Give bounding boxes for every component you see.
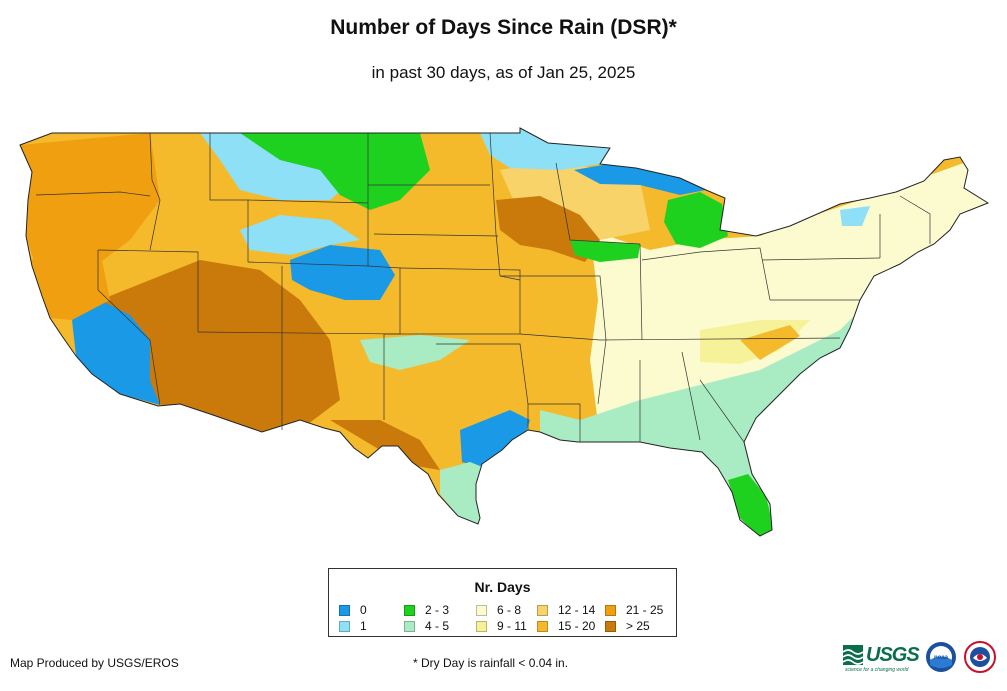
southern-california-0-area	[72, 300, 160, 405]
legend-label: 6 - 8	[497, 603, 522, 617]
florida-2-3-area	[728, 474, 774, 536]
legend-swatch	[339, 604, 350, 616]
legend-swatch	[339, 620, 350, 632]
legend-swatch	[537, 604, 548, 616]
legend-label: 2 - 3	[425, 603, 450, 617]
dry-day-footnote: * Dry Day is rainfall < 0.04 in.	[413, 656, 569, 670]
legend-item: > 25	[605, 619, 650, 633]
usgs-wave-icon	[843, 645, 863, 665]
legend-label: 12 - 14	[558, 603, 596, 617]
usgs-tagline: science for a changing world	[845, 667, 909, 673]
northeast-1-patch	[840, 206, 870, 226]
great-lakes-0-area	[574, 162, 706, 195]
lower-michigan-2-3-area	[664, 192, 728, 248]
utah-1-area	[240, 215, 360, 255]
legend-item: 0	[339, 603, 367, 617]
legend-item: 12 - 14	[537, 603, 595, 617]
map-subtitle: in past 30 days, as of Jan 25, 2025	[371, 63, 636, 82]
us-dsr-map	[19, 127, 989, 537]
usgs-wordmark: USGS	[866, 643, 920, 666]
legend-swatch	[476, 620, 487, 632]
legend-item: 1	[339, 619, 367, 633]
legend-item: 15 - 20	[537, 619, 595, 633]
pacific-nw-21-25-area	[20, 133, 160, 280]
legend-swatch	[537, 620, 548, 632]
legend-swatch	[404, 604, 415, 616]
california-21-25-area	[30, 250, 110, 320]
legend-label: 4 - 5	[425, 619, 450, 633]
state-boundaries	[35, 132, 931, 443]
legend-label: > 25	[626, 619, 650, 633]
legend-swatch	[605, 620, 616, 632]
southwest-gt25-area	[100, 260, 340, 432]
map-credit: Map Produced by USGS/EROS	[10, 656, 179, 670]
legend-label: 21 - 25	[626, 603, 664, 617]
noaa-seal-icon: noaa	[926, 642, 956, 672]
svg-text:noaa: noaa	[934, 655, 949, 661]
legend-label: 9 - 11	[497, 619, 527, 633]
south-texas-4-5-area	[440, 462, 490, 524]
northern-plains-2-3-area	[240, 133, 430, 210]
legend-item: 4 - 5	[404, 619, 449, 633]
legend-title: Nr. Days	[474, 579, 531, 595]
map-title: Number of Days Since Rain (DSR)*	[330, 16, 677, 39]
map-legend: Nr. Days 0 1 2 - 3 4 - 5 6 - 8 9 - 11 12 - 14 1…	[328, 568, 677, 637]
nws-seal-icon	[964, 641, 996, 673]
legend-swatch	[404, 620, 415, 632]
legend-label: 0	[360, 603, 367, 617]
legend-item: 9 - 11	[476, 619, 527, 633]
legend-label: 15 - 20	[558, 619, 596, 633]
west-texas-gt25-area	[330, 420, 440, 470]
legend-item: 2 - 3	[404, 603, 449, 617]
iowa-2-3-area	[570, 240, 640, 262]
legend-item: 21 - 25	[605, 603, 663, 617]
minnesota-1-area	[480, 128, 610, 170]
carolina-15-20-area	[740, 325, 800, 360]
legend-swatch	[476, 604, 487, 616]
colorado-0-area	[290, 245, 395, 300]
usgs-logo: USGS	[843, 642, 920, 668]
legend-item: 6 - 8	[476, 603, 521, 617]
legend-swatch	[605, 604, 616, 616]
legend-label: 1	[360, 619, 367, 633]
